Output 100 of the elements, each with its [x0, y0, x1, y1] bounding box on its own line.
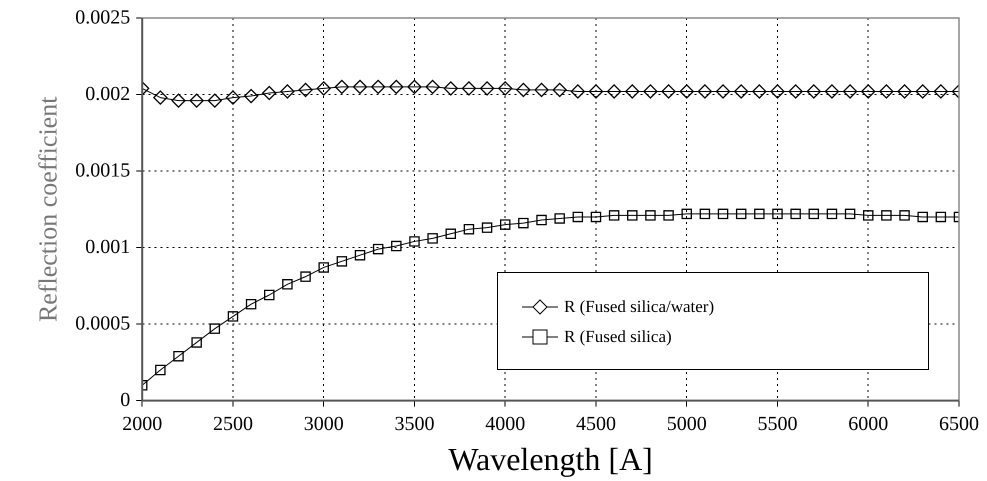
point: [190, 93, 204, 108]
point: [462, 81, 476, 96]
point: [700, 208, 710, 220]
point: [482, 222, 492, 233]
point: [371, 80, 386, 94]
point: [210, 323, 220, 334]
point: [516, 82, 531, 98]
point: [264, 290, 275, 300]
point: [500, 219, 510, 230]
x-tick-label: 6000: [848, 412, 888, 435]
point: [772, 208, 783, 220]
point: [262, 86, 276, 100]
point: [842, 84, 858, 99]
x-tick-label: 2000: [122, 412, 162, 435]
x-tick-label: 5000: [666, 412, 707, 435]
point: [806, 84, 821, 99]
y-tick-label: 0.0015: [75, 159, 130, 182]
point: [464, 224, 474, 234]
point: [661, 84, 676, 99]
point: [300, 271, 311, 282]
point: [409, 236, 420, 247]
point: [280, 84, 295, 99]
point: [826, 208, 838, 220]
point: [318, 262, 329, 273]
point: [736, 208, 746, 220]
point: [570, 84, 585, 99]
point: [588, 84, 604, 99]
y-axis-title: Reflection coefficient: [33, 96, 62, 322]
point: [572, 212, 584, 222]
legend-label: R (Fused silica): [564, 326, 672, 347]
x-tick-label: 6500: [939, 412, 979, 435]
point: [897, 84, 912, 99]
point: [844, 208, 856, 220]
point: [352, 80, 368, 94]
point: [734, 84, 748, 99]
point: [881, 210, 892, 221]
y-tick-label: 0.002: [85, 82, 130, 105]
point: [698, 84, 712, 99]
point: [246, 298, 256, 310]
point: [391, 240, 402, 252]
point: [552, 82, 567, 98]
point: [155, 364, 166, 376]
point: [480, 81, 494, 96]
x-axis-title: Wavelength [A]: [448, 441, 653, 478]
point: [917, 212, 928, 222]
point: [171, 93, 186, 108]
point: [316, 81, 331, 96]
point: [554, 213, 565, 224]
point: [446, 228, 456, 240]
point: [808, 208, 820, 220]
point: [334, 80, 350, 94]
point: [627, 210, 638, 221]
point: [372, 244, 384, 254]
point: [680, 84, 694, 99]
y-tick-label: 0.0005: [75, 312, 130, 334]
point: [754, 208, 765, 220]
point: [425, 80, 440, 94]
point: [498, 81, 512, 96]
point: [790, 208, 801, 220]
point: [788, 84, 803, 99]
y-tick-label: 0: [120, 388, 130, 411]
point: [824, 84, 840, 99]
point: [518, 218, 529, 228]
point: [226, 90, 240, 105]
point: [298, 82, 313, 98]
x-tick-label: 3000: [304, 412, 344, 435]
point: [645, 210, 656, 221]
point: [244, 88, 258, 104]
point: [716, 84, 730, 99]
point: [643, 84, 658, 99]
point: [427, 233, 438, 244]
point: [191, 337, 202, 348]
point: [208, 93, 222, 108]
point: [752, 84, 766, 99]
point: [899, 210, 910, 221]
point: [354, 250, 366, 260]
x-tick-label: 4500: [576, 412, 616, 435]
point: [718, 208, 728, 220]
x-tick-label: 5500: [757, 412, 798, 435]
point: [608, 210, 620, 221]
point: [153, 90, 168, 105]
x-tick-label: 4000: [485, 412, 526, 435]
point: [389, 80, 404, 94]
point: [681, 208, 692, 220]
point: [173, 350, 184, 362]
x-tick-label: 3500: [394, 412, 434, 435]
point: [663, 210, 674, 221]
point: [282, 279, 293, 290]
point: [770, 84, 785, 99]
y-tick-label: 0.0025: [75, 6, 130, 28]
point: [861, 84, 876, 99]
point: [863, 210, 874, 221]
point: [606, 84, 622, 99]
point: [407, 80, 422, 94]
point: [934, 84, 948, 99]
point: [228, 311, 238, 322]
point: [879, 84, 894, 99]
point: [536, 214, 547, 226]
y-tick-label: 0.001: [85, 236, 130, 258]
point: [936, 212, 946, 222]
